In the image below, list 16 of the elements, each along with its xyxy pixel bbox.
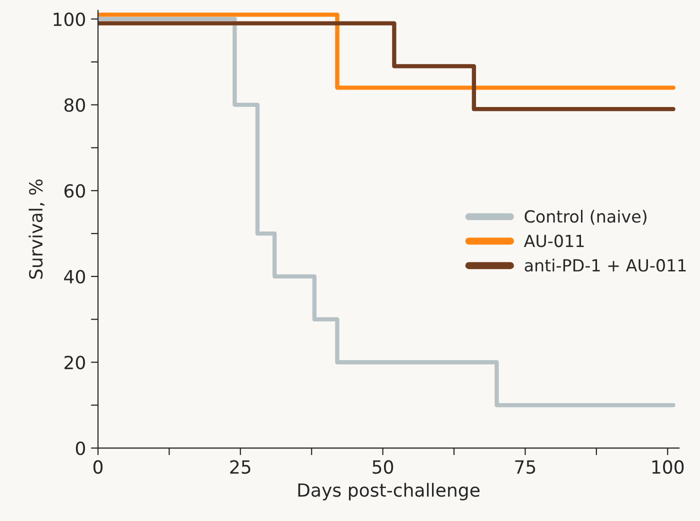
y-axis-title: Survival, % bbox=[28, 180, 45, 279]
legend-label: anti-PD-1 + AU-011 bbox=[524, 258, 686, 272]
legend-label: Control (naive) bbox=[524, 210, 646, 225]
x-tick-label: 50 bbox=[372, 460, 394, 474]
y-tick-label: 60 bbox=[64, 184, 85, 198]
x-tick-label: 0 bbox=[93, 460, 103, 474]
y-tick-label: 40 bbox=[64, 270, 85, 284]
y-tick-label: 100 bbox=[54, 12, 85, 26]
x-axis-title: Days post-challenge bbox=[298, 482, 480, 500]
legend-label: AU-011 bbox=[524, 234, 584, 248]
x-tick-label: 75 bbox=[515, 460, 536, 474]
y-tick-label: 0 bbox=[76, 442, 85, 456]
y-tick-label: 20 bbox=[64, 356, 85, 370]
x-tick-label: 100 bbox=[652, 460, 684, 474]
x-tick-label: 25 bbox=[230, 460, 250, 474]
y-tick-label: 80 bbox=[64, 98, 85, 112]
